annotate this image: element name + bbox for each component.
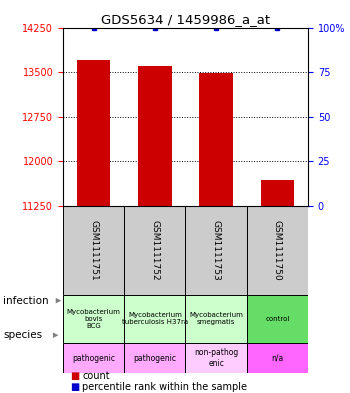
Text: Mycobacterium
bovis
BCG: Mycobacterium bovis BCG [67, 309, 120, 329]
Text: ■: ■ [70, 382, 79, 392]
Text: Mycobacterium
smegmatis: Mycobacterium smegmatis [189, 312, 243, 325]
Bar [63, 206, 124, 295]
Text: pathogenic: pathogenic [72, 354, 115, 362]
Text: GSM1111753: GSM1111753 [212, 220, 220, 281]
Text: control: control [265, 316, 289, 322]
Bar [186, 343, 247, 373]
Bar [138, 66, 172, 206]
Text: n/a: n/a [271, 354, 284, 362]
Bar [77, 60, 111, 206]
Text: ■: ■ [70, 371, 79, 381]
Title: GDS5634 / 1459986_a_at: GDS5634 / 1459986_a_at [101, 13, 270, 26]
Bar [124, 206, 186, 295]
Text: infection: infection [4, 296, 49, 306]
Bar [124, 343, 186, 373]
Text: GSM1111752: GSM1111752 [150, 220, 159, 281]
Text: Mycobacterium
tuberculosis H37ra: Mycobacterium tuberculosis H37ra [122, 312, 188, 325]
Bar [247, 343, 308, 373]
Text: GSM1111751: GSM1111751 [89, 220, 98, 281]
Bar [63, 343, 124, 373]
Bar [260, 180, 294, 206]
Bar [199, 73, 233, 206]
Bar [247, 295, 308, 343]
Bar [247, 206, 308, 295]
Text: species: species [4, 330, 43, 340]
Bar [63, 295, 124, 343]
Text: count: count [82, 371, 110, 381]
Text: percentile rank within the sample: percentile rank within the sample [82, 382, 247, 392]
Bar [124, 295, 186, 343]
Text: pathogenic: pathogenic [133, 354, 176, 362]
Bar [186, 295, 247, 343]
Text: non-pathog
enic: non-pathog enic [194, 348, 238, 368]
Text: GSM1111750: GSM1111750 [273, 220, 282, 281]
Bar [186, 206, 247, 295]
